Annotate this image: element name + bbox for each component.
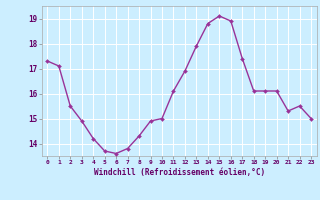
X-axis label: Windchill (Refroidissement éolien,°C): Windchill (Refroidissement éolien,°C) [94,168,265,177]
